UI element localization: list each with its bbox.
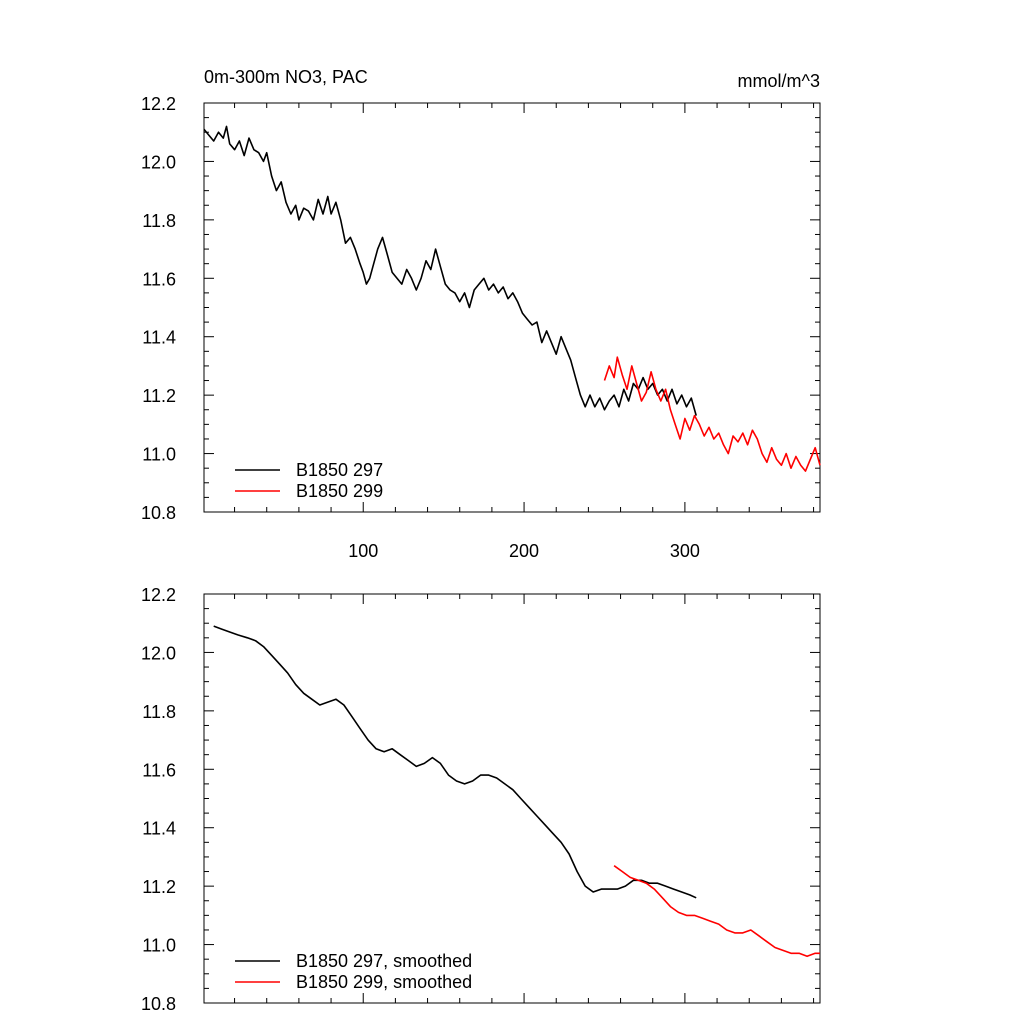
y-tick-label: 10.8 bbox=[141, 994, 176, 1014]
y-tick-label: 11.6 bbox=[142, 760, 176, 780]
y-tick-label: 11.8 bbox=[142, 702, 176, 722]
units-label: mmol/m^3 bbox=[738, 71, 820, 91]
legend-label: B1850 299, smoothed bbox=[296, 972, 472, 992]
panel-top: 0m-300m NO3, PAC mmol/m^3 10.8 11.0 11.2 11… bbox=[141, 67, 821, 561]
y-tick-label: 11.0 bbox=[142, 936, 176, 956]
legend-label: B1850 297, smoothed bbox=[296, 951, 472, 971]
series-line bbox=[603, 356, 821, 472]
y-tick-label: 11.2 bbox=[142, 386, 176, 406]
y-tick-label: 11.2 bbox=[142, 877, 176, 897]
chart-title: 0m-300m NO3, PAC bbox=[204, 67, 368, 87]
series-line bbox=[613, 865, 820, 958]
x-tick-label: 100 bbox=[348, 541, 378, 561]
y-tick-label: 11.4 bbox=[142, 819, 176, 839]
y-tick-label: 11.4 bbox=[142, 328, 176, 348]
series-line bbox=[203, 125, 697, 416]
panel-bottom: 10.8 11.0 11.2 11.4 11.6 11.8 12.0 12.2 B1850 29… bbox=[141, 585, 821, 1014]
legend-label: B1850 299 bbox=[296, 481, 383, 501]
y-tick-label: 12.2 bbox=[141, 94, 176, 114]
plot-frame bbox=[203, 593, 821, 1004]
y-tick-label: 10.8 bbox=[141, 503, 176, 523]
series-line bbox=[213, 625, 697, 899]
y-tick-label: 12.2 bbox=[141, 585, 176, 605]
y-tick-label: 11.8 bbox=[142, 211, 176, 231]
x-tick-label: 300 bbox=[670, 541, 700, 561]
legend-label: B1850 297 bbox=[296, 460, 383, 480]
y-tick-label: 12.0 bbox=[141, 152, 176, 172]
y-tick-label: 11.6 bbox=[142, 269, 176, 289]
x-tick-label: 200 bbox=[509, 541, 539, 561]
y-tick-label: 12.0 bbox=[141, 643, 176, 663]
y-tick-label: 11.0 bbox=[142, 445, 176, 465]
